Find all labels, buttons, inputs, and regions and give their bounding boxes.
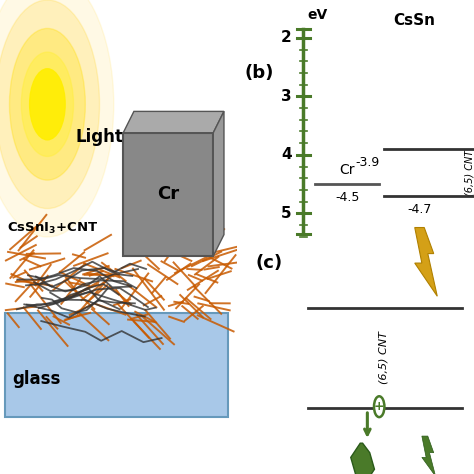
Polygon shape bbox=[415, 228, 437, 296]
Text: 5: 5 bbox=[281, 206, 292, 221]
Text: (c): (c) bbox=[256, 254, 283, 272]
Circle shape bbox=[9, 28, 85, 180]
Text: (6,5) CNT: (6,5) CNT bbox=[379, 331, 389, 384]
Text: (b): (b) bbox=[244, 64, 273, 82]
Text: Cr: Cr bbox=[339, 163, 355, 177]
Circle shape bbox=[21, 52, 73, 156]
Text: glass: glass bbox=[12, 370, 60, 388]
Text: 4: 4 bbox=[281, 147, 292, 162]
Text: 3: 3 bbox=[281, 89, 292, 104]
Text: eV: eV bbox=[307, 8, 327, 22]
Text: +: + bbox=[374, 400, 384, 413]
Polygon shape bbox=[422, 436, 436, 474]
Text: $\mathbf{CsSnI_3}$+CNT: $\mathbf{CsSnI_3}$+CNT bbox=[7, 221, 99, 237]
FancyBboxPatch shape bbox=[5, 313, 228, 417]
Text: 2: 2 bbox=[281, 30, 292, 46]
Text: (6,5) CNT: (6,5) CNT bbox=[464, 149, 474, 195]
Circle shape bbox=[0, 0, 114, 237]
Text: -3.9: -3.9 bbox=[355, 156, 379, 169]
Polygon shape bbox=[213, 111, 224, 256]
Circle shape bbox=[29, 69, 65, 140]
Text: CsSn: CsSn bbox=[394, 13, 436, 28]
FancyBboxPatch shape bbox=[123, 133, 213, 256]
Circle shape bbox=[0, 0, 100, 209]
Text: -4.7: -4.7 bbox=[407, 203, 432, 216]
Text: Light: Light bbox=[76, 128, 124, 146]
Polygon shape bbox=[351, 443, 374, 474]
Circle shape bbox=[374, 396, 384, 417]
Text: -4.5: -4.5 bbox=[335, 191, 359, 204]
Text: Cr: Cr bbox=[157, 185, 179, 203]
Polygon shape bbox=[123, 111, 224, 133]
